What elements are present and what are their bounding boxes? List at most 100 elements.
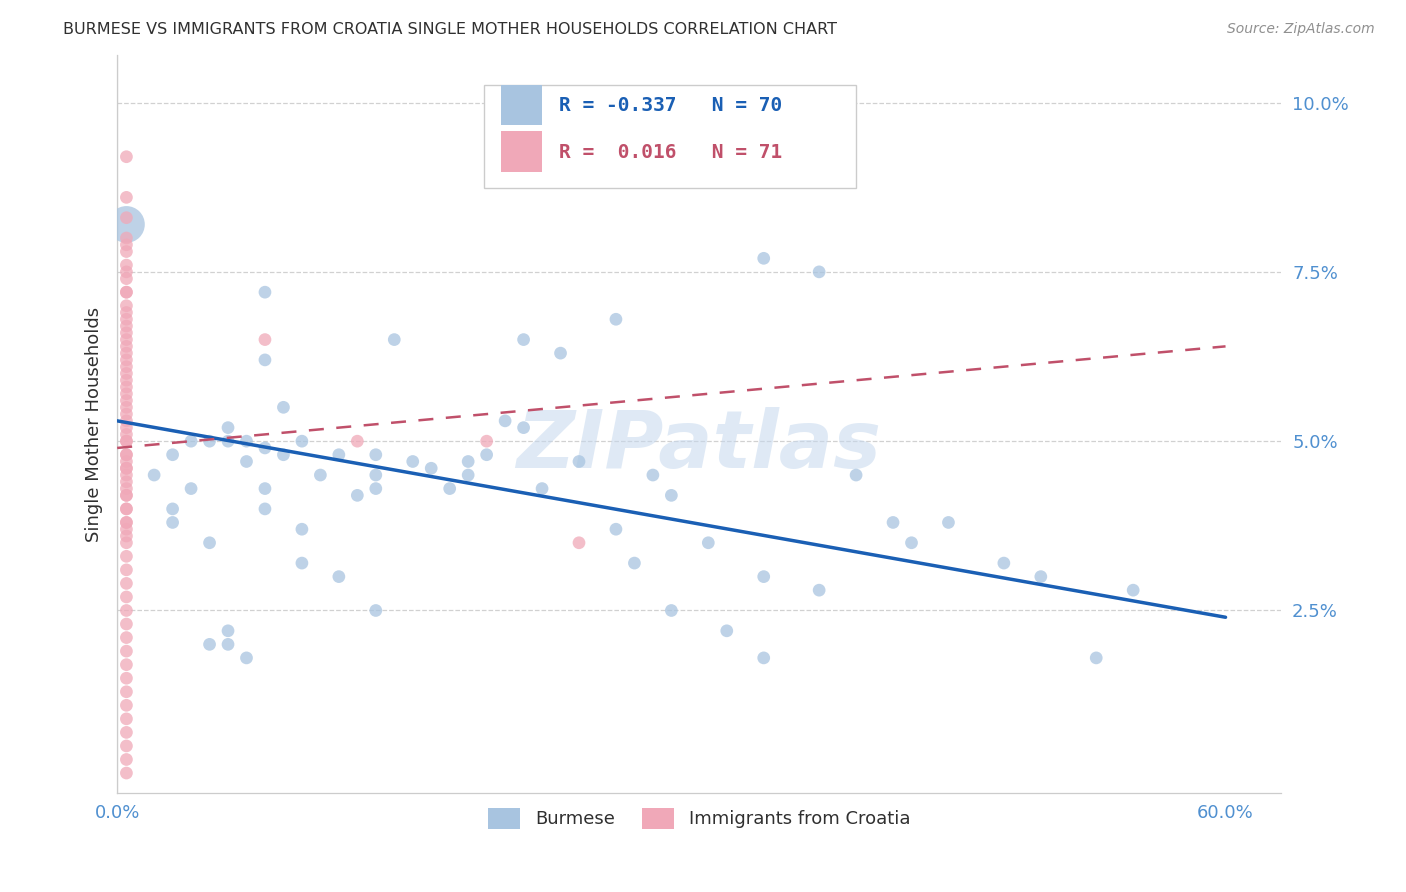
Point xyxy=(115,211,138,225)
Point xyxy=(115,454,138,468)
Point xyxy=(115,407,138,421)
Point xyxy=(273,401,295,415)
Point xyxy=(115,617,138,632)
Point xyxy=(115,522,138,536)
Point xyxy=(115,271,138,285)
Point xyxy=(235,434,257,449)
Point xyxy=(115,258,138,272)
Point xyxy=(115,319,138,334)
Point xyxy=(364,468,387,483)
Point xyxy=(115,326,138,340)
Point xyxy=(623,556,645,570)
Point xyxy=(198,535,221,549)
Point xyxy=(752,651,775,665)
Point xyxy=(808,583,831,598)
Point xyxy=(475,434,498,449)
Point xyxy=(115,502,138,516)
Point xyxy=(568,454,591,468)
Point xyxy=(115,516,138,530)
Point xyxy=(752,569,775,583)
Text: Source: ZipAtlas.com: Source: ZipAtlas.com xyxy=(1227,22,1375,37)
Point xyxy=(900,535,922,549)
Point xyxy=(115,712,138,726)
Point xyxy=(253,285,276,300)
Point xyxy=(115,150,138,164)
Point xyxy=(162,502,184,516)
Point xyxy=(993,556,1015,570)
FancyBboxPatch shape xyxy=(484,85,856,188)
Point xyxy=(115,475,138,489)
Point xyxy=(143,468,166,483)
Point xyxy=(115,434,138,449)
Point xyxy=(115,352,138,367)
Point xyxy=(115,535,138,549)
Point xyxy=(309,468,332,483)
Point xyxy=(115,231,138,245)
Point xyxy=(115,237,138,252)
Point xyxy=(512,420,534,434)
Legend: Burmese, Immigrants from Croatia: Burmese, Immigrants from Croatia xyxy=(481,801,918,836)
Point xyxy=(115,590,138,604)
Point xyxy=(346,488,368,502)
Point xyxy=(115,346,138,360)
Point xyxy=(115,752,138,766)
Point xyxy=(217,420,239,434)
Text: R = -0.337   N = 70: R = -0.337 N = 70 xyxy=(560,95,783,115)
FancyBboxPatch shape xyxy=(501,131,541,172)
Point xyxy=(420,461,443,475)
Point xyxy=(162,516,184,530)
Point xyxy=(605,312,627,326)
Point xyxy=(253,441,276,455)
Point xyxy=(115,448,138,462)
Point xyxy=(115,488,138,502)
Point xyxy=(253,482,276,496)
Point xyxy=(115,380,138,394)
Point xyxy=(115,766,138,780)
Point xyxy=(475,448,498,462)
Point xyxy=(115,482,138,496)
Text: ZIPatlas: ZIPatlas xyxy=(516,408,882,485)
Point xyxy=(115,420,138,434)
Point xyxy=(115,373,138,387)
Point xyxy=(641,468,664,483)
Point xyxy=(115,218,138,232)
Point xyxy=(291,522,314,536)
Point xyxy=(115,305,138,319)
Point xyxy=(661,488,683,502)
Point xyxy=(697,535,720,549)
Point xyxy=(328,448,350,462)
Point xyxy=(273,448,295,462)
Point xyxy=(808,95,831,110)
Point xyxy=(115,529,138,543)
Point xyxy=(115,285,138,300)
Point xyxy=(235,454,257,468)
Point xyxy=(253,333,276,347)
Point xyxy=(115,603,138,617)
Point xyxy=(115,549,138,564)
Point xyxy=(115,359,138,374)
Point xyxy=(439,482,461,496)
Point xyxy=(115,386,138,401)
Point xyxy=(661,603,683,617)
Point xyxy=(115,393,138,408)
Point xyxy=(217,624,239,638)
Point xyxy=(115,265,138,279)
Point xyxy=(115,461,138,475)
Point xyxy=(346,434,368,449)
Point xyxy=(115,468,138,483)
Point xyxy=(808,265,831,279)
Point xyxy=(328,569,350,583)
Point xyxy=(115,685,138,699)
Point xyxy=(845,468,868,483)
Point xyxy=(253,352,276,367)
Point xyxy=(115,644,138,658)
Point xyxy=(531,482,554,496)
Point xyxy=(198,637,221,651)
Y-axis label: Single Mother Households: Single Mother Households xyxy=(86,307,103,541)
Point xyxy=(115,461,138,475)
Point xyxy=(364,482,387,496)
Point xyxy=(402,454,425,468)
Point xyxy=(716,624,738,638)
Point xyxy=(115,516,138,530)
Point xyxy=(364,448,387,462)
